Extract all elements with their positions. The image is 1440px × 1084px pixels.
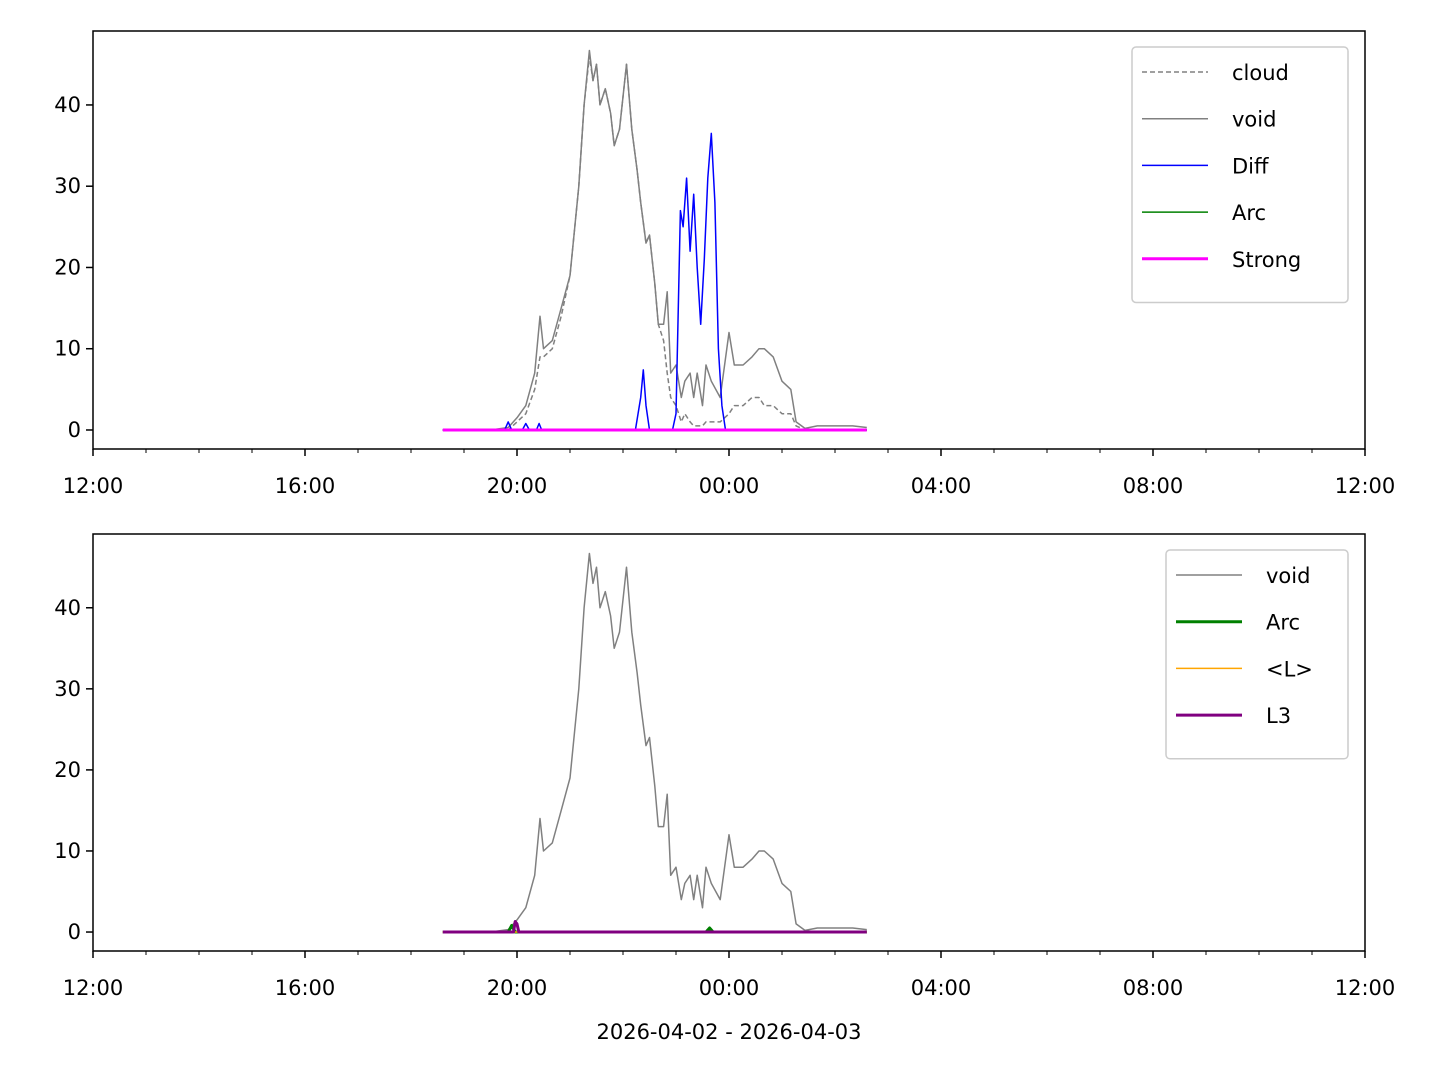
y-tick-label: 40 (54, 596, 81, 620)
x-axis-label: 2026-04-02 - 2026-04-03 (596, 1020, 861, 1044)
x-tick-label: 16:00 (275, 474, 336, 498)
axes-frame (92, 30, 1366, 450)
y-tick-label: 30 (54, 174, 81, 198)
x-tick-label: 04:00 (911, 474, 972, 498)
x-tick-label: 00:00 (699, 976, 760, 1000)
legend-label: Strong (1232, 248, 1301, 272)
legend-label: void (1232, 108, 1276, 132)
x-tick-label: 12:00 (63, 474, 124, 498)
series-line (442, 920, 867, 934)
y-tick-label: 40 (54, 93, 81, 117)
x-tick-label: 12:00 (1335, 474, 1396, 498)
legend-label: Diff (1232, 154, 1269, 178)
legend-label: cloud (1232, 61, 1289, 85)
series-line (442, 552, 867, 933)
axes-frame (92, 533, 1366, 952)
x-tick-label: 08:00 (1123, 976, 1184, 1000)
y-tick-label: 20 (54, 255, 81, 279)
legend-label: Arc (1266, 611, 1300, 635)
x-tick-label: 12:00 (1335, 976, 1396, 1000)
series-line (442, 55, 867, 431)
legend-box (1131, 46, 1349, 304)
series-line (442, 49, 867, 431)
x-tick-label: 20:00 (487, 976, 548, 1000)
series-line (442, 132, 867, 431)
y-tick-label: 0 (68, 920, 81, 944)
legend-label: <L> (1266, 657, 1313, 681)
legend-label: L3 (1266, 704, 1291, 728)
legend-box (1165, 549, 1349, 760)
y-tick-label: 10 (54, 337, 81, 361)
y-tick-label: 20 (54, 758, 81, 782)
y-tick-label: 0 (68, 418, 81, 442)
x-tick-label: 12:00 (63, 976, 124, 1000)
legend-label: Arc (1232, 201, 1266, 225)
x-tick-label: 08:00 (1123, 474, 1184, 498)
x-tick-label: 04:00 (911, 976, 972, 1000)
x-tick-label: 00:00 (699, 474, 760, 498)
x-tick-label: 20:00 (487, 474, 548, 498)
y-tick-label: 10 (54, 839, 81, 863)
legend-label: void (1266, 564, 1310, 588)
y-tick-label: 30 (54, 677, 81, 701)
x-tick-label: 16:00 (275, 976, 336, 1000)
